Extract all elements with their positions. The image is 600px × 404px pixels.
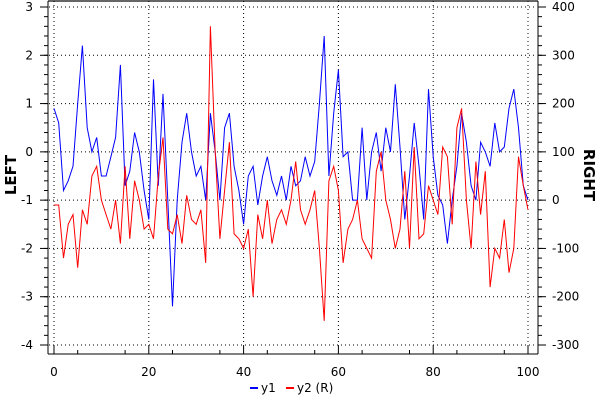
x-tick-label: 0 [50,365,58,379]
grid [49,1,537,346]
x-tick-label: 60 [331,365,346,379]
y-tick-label: 0 [25,145,33,159]
axes: 0 20 40 60 80 100 3 2 1 0 -1 -2 -3 -4 400 300 200 100 0 -10… [21,0,579,379]
legend-label-y2: y2 (R) [297,381,333,395]
y-axis-label-right: RIGHT [580,149,598,202]
y-tick-label: 1 [25,97,33,111]
y2-tick-label: -200 [552,290,579,304]
y2-tick-label: -100 [552,241,579,255]
y-tick-label: -2 [21,241,33,255]
y2-tick-label: 300 [552,48,575,62]
series-layer [53,26,529,321]
y2-tick-label: 400 [552,0,575,14]
y2-tick-label: 100 [552,145,575,159]
x-tick-label: 80 [426,365,441,379]
y-tick-label: -3 [21,290,33,304]
x-tick-label: 40 [236,365,251,379]
y2-tick-label: 200 [552,97,575,111]
y-tick-label: -4 [21,338,33,352]
y-tick-label: 2 [25,48,33,62]
y-axis-label-left: LEFT [2,154,20,195]
legend-label-y1: y1 [261,381,276,395]
series-line-y1 [53,35,529,307]
series-line-y2 [54,26,529,321]
y2-tick-label: -300 [552,338,579,352]
x-tick-label: 100 [517,365,540,379]
x-tick-label: 20 [141,365,156,379]
y-tick-label: 3 [25,0,33,14]
y-tick-label: -1 [21,193,33,207]
legend: y1 y2 (R) [250,381,333,395]
y2-tick-label: 0 [552,193,560,207]
